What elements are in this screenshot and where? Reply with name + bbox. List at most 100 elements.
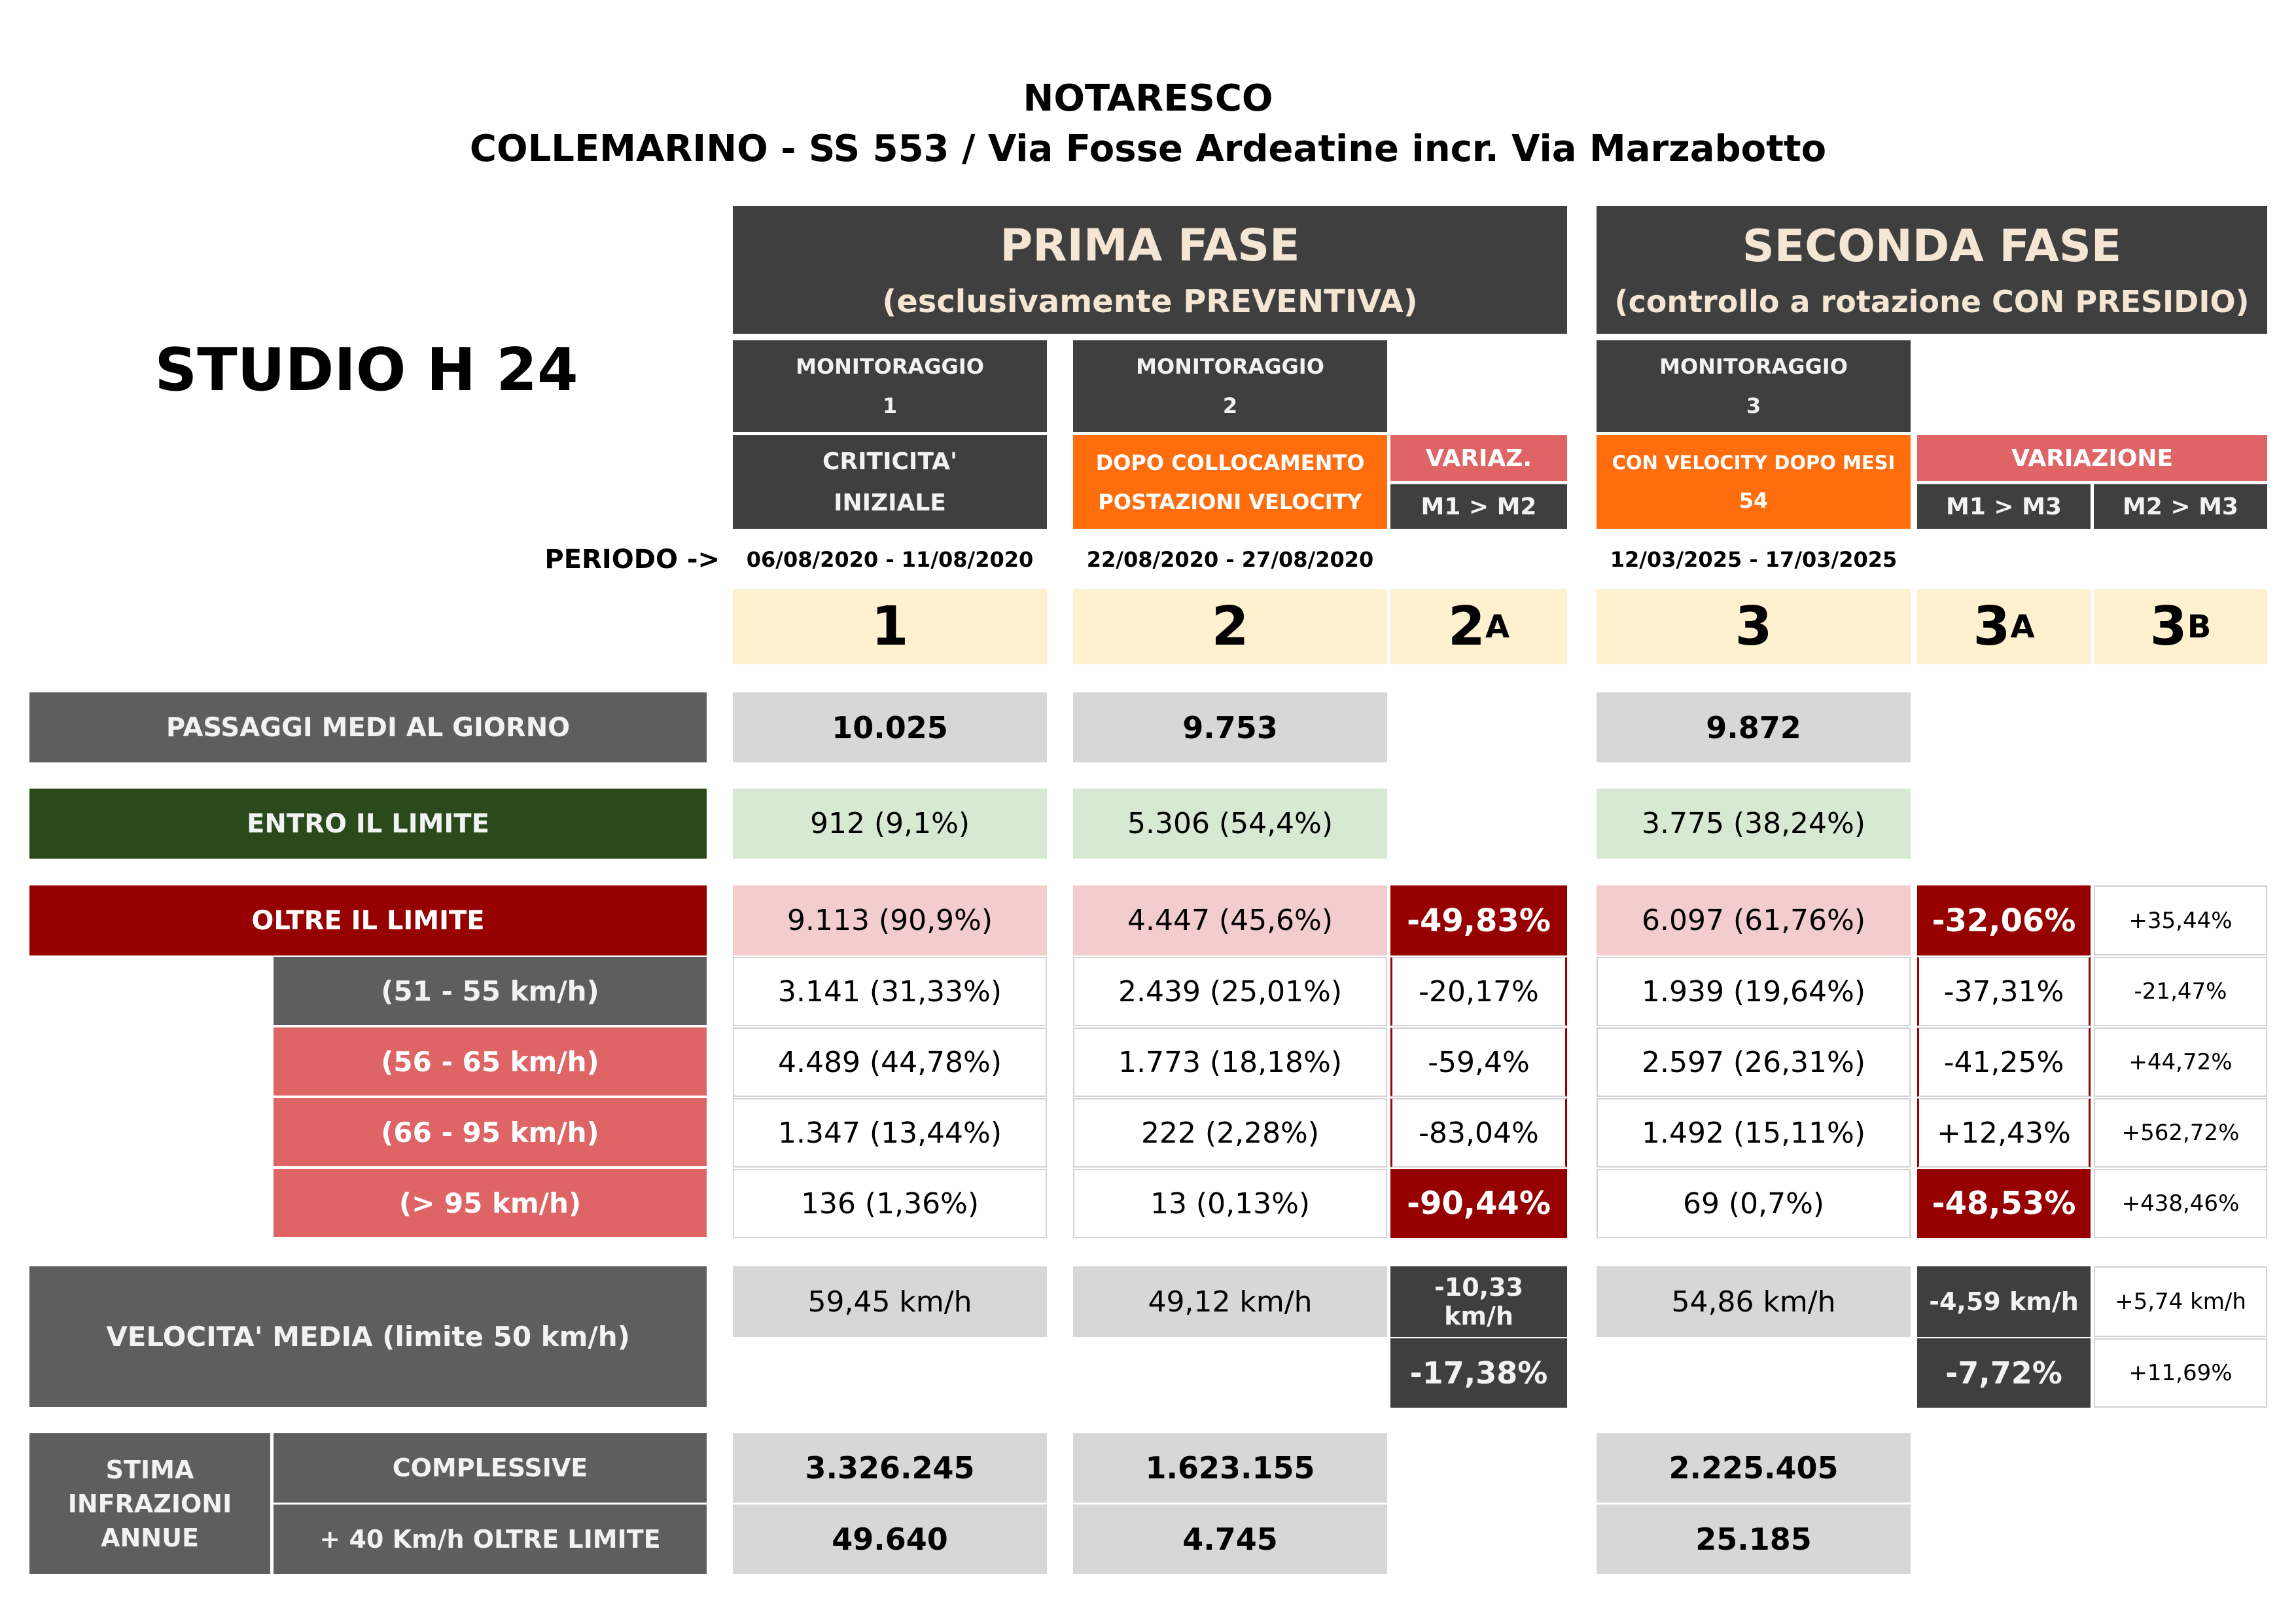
prima-fase-subtitle: (esclusivamente PREVENTIVA)	[882, 283, 1418, 320]
desc-line: CON VELOCITY DOPO MESI	[1612, 451, 1896, 474]
band-51-55-label: (51 - 55 km/h)	[274, 957, 707, 1025]
passaggi-m1: 10.025	[733, 692, 1047, 762]
velocita-var-m1-m3-kmh: -4,59 km/h	[1917, 1266, 2091, 1337]
variazione-m1-m3: M1 > M3	[1917, 484, 2091, 529]
band-51-55-var-m1-m2: -20,17%	[1390, 957, 1567, 1026]
title-line-2: COLLEMARINO - SS 553 / Via Fosse Ardeati…	[469, 128, 1827, 170]
band-56-65-var-m1-m3: -41,25%	[1917, 1027, 2091, 1097]
band-over-95-var-m1-m3: -48,53%	[1917, 1169, 2091, 1238]
desc-line: DOPO COLLOCAMENTO	[1095, 450, 1365, 475]
oltre-var-m1-m2: -49,83%	[1390, 885, 1567, 955]
stima-complessive-m1: 3.326.245	[733, 1433, 1047, 1503]
velocita-var-unit: km/h	[1444, 1302, 1513, 1330]
band-56-65-m1: 4.489 (44,78%)	[733, 1027, 1047, 1097]
stima-oltre40-label: + 40 Km/h OLTRE LIMITE	[274, 1505, 707, 1574]
monitoraggio-1-label: MONITORAGGIO	[796, 354, 984, 379]
stima-label-line: STIMA	[105, 1455, 194, 1484]
passaggi-m2: 9.753	[1073, 692, 1387, 762]
stima-oltre40-m3: 25.185	[1597, 1505, 1911, 1574]
stima-complessive-label: COMPLESSIVE	[274, 1433, 707, 1503]
column-number-3: 3	[1597, 589, 1911, 664]
band-51-55-var-m2-m3: -21,47%	[2094, 957, 2267, 1026]
velocita-var-m1-m2-kmh: -10,33 km/h	[1390, 1266, 1567, 1337]
oltre-var-m2-m3: +35,44%	[2094, 885, 2267, 955]
velocita-var-m1-m2-pct: -17,38%	[1390, 1338, 1567, 1408]
oltre-var-m1-m3: -32,06%	[1917, 885, 2091, 955]
band-over-95-m3: 69 (0,7%)	[1597, 1169, 1911, 1238]
monitoraggio-2-header: MONITORAGGIO 2	[1073, 340, 1387, 432]
band-66-95-var-m1-m3: +12,43%	[1917, 1098, 2091, 1168]
stima-oltre40-m2: 4.745	[1073, 1505, 1387, 1574]
band-56-65-m3: 2.597 (26,31%)	[1597, 1027, 1911, 1097]
monitoraggio-1-header: MONITORAGGIO 1	[733, 340, 1047, 432]
prima-fase-header: PRIMA FASE (esclusivamente PREVENTIVA)	[733, 206, 1567, 334]
band-over-95-m1: 136 (1,36%)	[733, 1169, 1047, 1238]
band-51-55-m2: 2.439 (25,01%)	[1073, 957, 1387, 1026]
monitoraggio-3-label: MONITORAGGIO	[1659, 354, 1848, 379]
desc-line: INIZIALE	[834, 489, 946, 516]
desc-line: CRITICITA'	[822, 448, 957, 475]
oltre-label: OLTRE IL LIMITE	[29, 885, 707, 955]
column-subscript: B	[2187, 608, 2212, 645]
monitoraggio-2-label: MONITORAGGIO	[1136, 354, 1324, 379]
band-56-65-var-m1-m2: -59,4%	[1390, 1027, 1567, 1097]
velocita-label: VELOCITA' MEDIA (limite 50 km/h)	[29, 1266, 707, 1407]
band-51-55-var-m1-m3: -37,31%	[1917, 957, 2091, 1026]
title-line-1: NOTARESCO	[1023, 77, 1273, 120]
band-over-95-var-m1-m2: -90,44%	[1390, 1169, 1567, 1238]
column-number: 2	[1447, 596, 1485, 658]
stima-complessive-m2: 1.623.155	[1073, 1433, 1387, 1503]
monitoraggio-3-number: 3	[1746, 393, 1761, 418]
stima-label-line: ANNUE	[101, 1523, 199, 1552]
monitoraggio-3-description: CON VELOCITY DOPO MESI 54	[1597, 435, 1911, 529]
entro-label: ENTRO IL LIMITE	[29, 789, 707, 859]
seconda-fase-header: SECONDA FASE (controllo a rotazione CON …	[1597, 206, 2267, 334]
band-66-95-m1: 1.347 (13,44%)	[733, 1098, 1047, 1168]
band-over-95-label: (> 95 km/h)	[274, 1169, 707, 1237]
seconda-fase-title: SECONDA FASE	[1742, 221, 2122, 272]
variaz-m1-m2: M1 > M2	[1390, 484, 1567, 529]
monitoraggio-1-description: CRITICITA' INIZIALE	[733, 435, 1047, 529]
velocita-var-m2-m3-kmh: +5,74 km/h	[2094, 1266, 2267, 1337]
stima-label: STIMA INFRAZIONI ANNUE	[29, 1433, 270, 1574]
band-51-55-m1: 3.141 (31,33%)	[733, 957, 1047, 1026]
band-66-95-var-m1-m2: -83,04%	[1390, 1098, 1567, 1168]
velocita-var-value: -10,33	[1434, 1273, 1523, 1302]
stima-oltre40-m1: 49.640	[733, 1505, 1047, 1574]
variazione-header: VARIAZIONE	[1917, 435, 2267, 481]
studio-label: STUDIO H 24	[154, 335, 578, 404]
stima-label-line: INFRAZIONI	[67, 1489, 232, 1518]
monitoraggio-2-description: DOPO COLLOCAMENTO POSTAZIONI VELOCITY	[1073, 435, 1387, 529]
column-number: 3	[2149, 596, 2187, 658]
stima-complessive-m3: 2.225.405	[1597, 1433, 1911, 1503]
band-over-95-var-m2-m3: +438,46%	[2094, 1169, 2267, 1238]
periodo-m2: 22/08/2020 - 27/08/2020	[1086, 547, 1374, 572]
entro-m2: 5.306 (54,4%)	[1073, 789, 1387, 859]
velocita-m3: 54,86 km/h	[1597, 1266, 1911, 1337]
passaggi-m3: 9.872	[1597, 692, 1911, 762]
variazione-m2-m3: M2 > M3	[2094, 484, 2267, 529]
band-66-95-m3: 1.492 (15,11%)	[1597, 1098, 1911, 1168]
periodo-label: PERIODO ->	[544, 544, 720, 575]
desc-line: POSTAZIONI VELOCITY	[1098, 489, 1362, 514]
band-66-95-var-m2-m3: +562,72%	[2094, 1098, 2267, 1168]
band-56-65-var-m2-m3: +44,72%	[2094, 1027, 2267, 1097]
monitoraggio-2-number: 2	[1222, 393, 1238, 418]
monitoraggio-1-number: 1	[882, 393, 898, 418]
column-number: 3	[1973, 596, 2011, 658]
velocita-m1: 59,45 km/h	[733, 1266, 1047, 1337]
band-66-95-label: (66 - 95 km/h)	[274, 1098, 707, 1166]
prima-fase-title: PRIMA FASE	[1000, 220, 1300, 272]
velocita-var-m2-m3-pct: +11,69%	[2094, 1338, 2267, 1408]
desc-line: 54	[1739, 488, 1769, 513]
periodo-m1: 06/08/2020 - 11/08/2020	[746, 547, 1034, 572]
band-over-95-m2: 13 (0,13%)	[1073, 1169, 1387, 1238]
band-66-95-m2: 222 (2,28%)	[1073, 1098, 1387, 1168]
column-subscript: A	[2010, 608, 2035, 645]
velocita-m2: 49,12 km/h	[1073, 1266, 1387, 1337]
variaz-header: VARIAZ.	[1390, 435, 1567, 481]
band-56-65-m2: 1.773 (18,18%)	[1073, 1027, 1387, 1097]
oltre-m1: 9.113 (90,9%)	[733, 885, 1047, 955]
